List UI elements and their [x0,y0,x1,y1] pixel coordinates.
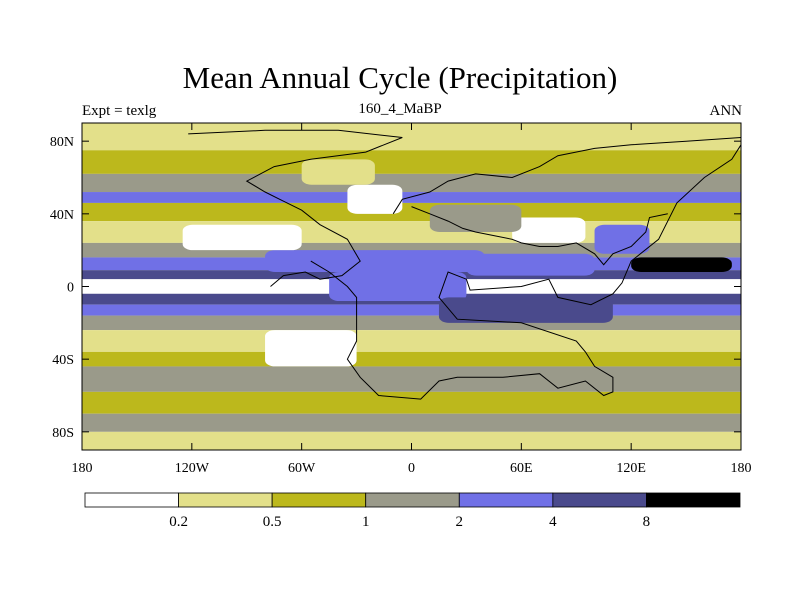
x-tick-label: 0 [408,461,415,476]
coastline [310,144,742,400]
x-tick-label: 60E [510,461,533,476]
x-tick-label: 60W [288,461,316,476]
season-label: ANN [709,103,743,119]
precip-band [82,391,741,414]
colorbar-label: 0.2 [169,514,188,530]
y-tick-label: 80N [50,135,74,150]
x-axis: 180 120W 60W 0 60E 120E 180 [72,123,752,476]
precip-region [329,271,467,302]
precip-region [429,204,522,232]
precip-band [82,413,741,432]
colorbar-swatch [271,492,367,508]
precip-band [82,192,741,203]
colorbar-swatch [552,492,647,508]
precip-band [82,150,741,174]
colorbar: 0.2 0.5 1 2 4 8 [84,492,741,530]
y-tick-label: 0 [67,281,74,296]
precip-band [82,431,741,450]
precip-band [82,351,741,367]
y-tick-label: 40N [50,208,74,223]
precip-field [82,123,741,450]
precip-region [631,257,732,272]
precip-region [466,253,595,276]
precip-region [265,250,485,272]
x-tick-label: 180 [72,461,93,476]
x-tick-label: 120E [616,461,646,476]
experiment-label: Expt = texlg [82,103,157,119]
precip-region [265,330,357,367]
precip-region [182,224,302,251]
precip-band [82,315,741,331]
precip-region [438,297,613,323]
precip-band [82,330,741,352]
time-label: 160_4_MaBP [358,101,442,117]
y-axis: 80N 40N 0 40S 80S [50,135,741,441]
chart-title: Mean Annual Cycle (Precipitation) [182,60,618,95]
coastline [188,129,403,287]
colorbar-label: 4 [549,514,557,530]
colorbar-label: 0.5 [263,514,282,530]
precip-region [301,159,375,185]
coastline [411,206,668,266]
y-tick-label: 80S [52,426,74,441]
x-tick-label: 120W [175,461,210,476]
precip-region [594,224,650,254]
colorbar-swatch [458,492,554,508]
precip-region [512,217,586,243]
precip-band [82,173,741,193]
precip-region [347,184,403,214]
y-tick-label: 40S [52,353,74,368]
precip-band [82,202,741,222]
x-tick-label: 180 [731,461,752,476]
colorbar-swatch [178,492,273,508]
land-outlines [188,129,742,400]
precip-band [82,366,741,392]
precip-band [82,304,741,316]
colorbar-label: 1 [362,514,370,530]
colorbar-label: 2 [456,514,464,530]
colorbar-label: 8 [643,514,651,530]
coastline [392,137,742,215]
colorbar-swatch [84,492,179,508]
colorbar-swatch [365,492,460,508]
colorbar-swatch [646,492,741,508]
